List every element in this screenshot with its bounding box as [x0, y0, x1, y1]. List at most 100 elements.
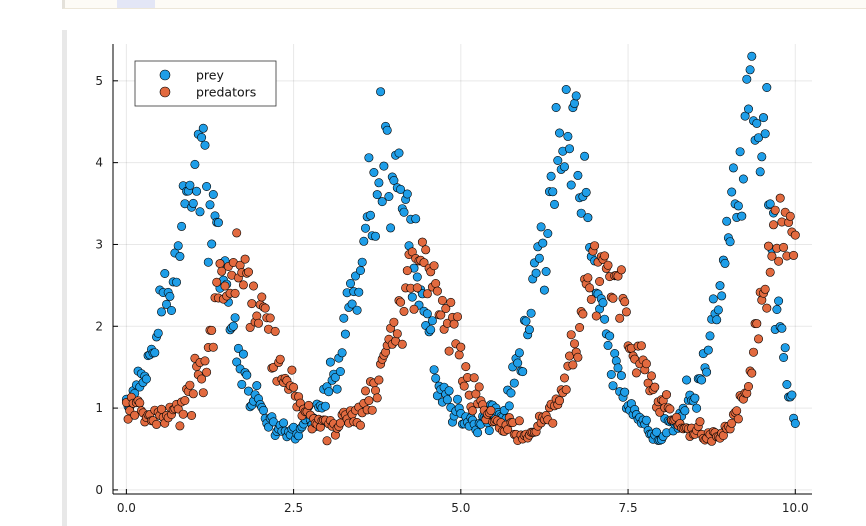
data-point-prey [360, 223, 370, 233]
data-point-prey [514, 348, 524, 358]
data-point-prey [534, 253, 544, 263]
data-point-predators [641, 359, 651, 369]
data-point-predators [217, 266, 227, 276]
data-point-predators [616, 265, 626, 275]
data-point-predators [412, 283, 422, 293]
data-point-prey [506, 388, 516, 398]
data-point-prey [352, 305, 362, 315]
data-point-predators [252, 311, 262, 321]
data-point-prey [402, 189, 412, 199]
data-point-predators [790, 230, 800, 240]
data-point-prey [549, 199, 559, 209]
data-point-prey [553, 156, 563, 166]
data-point-predators [187, 410, 197, 420]
data-point-prey [727, 187, 737, 197]
data-point-predators [389, 317, 399, 327]
data-point-predators [444, 346, 454, 356]
data-point-prey [697, 375, 707, 385]
data-point-prey [504, 401, 514, 411]
data-point-predators [461, 362, 471, 372]
data-point-prey [583, 213, 593, 223]
data-point-prey [777, 323, 787, 333]
data-point-predators [595, 276, 605, 286]
data-point-predators [322, 436, 332, 446]
data-point-prey [202, 182, 212, 192]
data-point-prey [605, 331, 615, 341]
y-tick-label: 3 [95, 237, 103, 251]
data-point-prey [177, 221, 187, 231]
data-point-prey [752, 118, 762, 128]
data-point-predators [422, 289, 432, 299]
data-point-prey [548, 187, 558, 197]
data-point-prey [742, 74, 752, 84]
data-point-predators [198, 388, 208, 398]
data-point-prey [613, 363, 623, 373]
cell-left-bar[interactable] [62, 30, 67, 526]
data-point-predators [372, 393, 382, 403]
data-point-prey [715, 281, 725, 291]
data-point-predators [600, 251, 610, 261]
data-point-prey [422, 309, 432, 319]
data-point-predators [207, 325, 217, 335]
x-tick-label: 5.0 [451, 501, 470, 515]
data-point-prey [431, 373, 441, 383]
data-point-prey [580, 151, 590, 161]
data-point-predators [752, 319, 762, 329]
data-point-predators [586, 294, 596, 304]
data-point-prey [546, 171, 556, 181]
data-point-prey [753, 133, 763, 143]
data-point-predators [260, 303, 270, 313]
data-point-prey [442, 395, 452, 405]
data-point-predators [446, 297, 456, 307]
data-point-prey [150, 348, 160, 358]
data-point-predators [355, 420, 365, 430]
data-point-prey [790, 418, 800, 428]
data-point-predators [215, 259, 225, 269]
data-point-prey [203, 257, 213, 267]
data-point-prey [141, 374, 151, 384]
data-point-predators [417, 237, 427, 247]
data-point-prey [536, 222, 546, 232]
data-point-predators [762, 303, 772, 313]
data-point-prey [185, 180, 195, 190]
data-point-prey [551, 103, 561, 113]
data-point-prey [725, 237, 735, 247]
data-point-prey [541, 266, 551, 276]
data-point-prey [509, 378, 519, 388]
data-point-prey [755, 167, 765, 177]
data-point-prey [347, 299, 357, 309]
data-point-predators [397, 339, 407, 349]
data-point-predators [665, 404, 675, 414]
data-point-prey [531, 268, 541, 278]
data-point-predators [360, 386, 370, 396]
data-point-predators [178, 409, 188, 419]
data-point-prey [539, 285, 549, 295]
data-point-predators [370, 385, 380, 395]
data-point-predators [603, 260, 613, 270]
data-point-prey [573, 170, 583, 180]
data-point-predators [474, 382, 484, 392]
data-point-predators [152, 419, 162, 429]
data-point-prey [708, 294, 718, 304]
data-point-predators [364, 396, 374, 406]
data-point-prey [737, 211, 747, 221]
data-point-predators [247, 299, 257, 309]
data-point-predators [230, 288, 240, 298]
data-point-prey [228, 321, 238, 331]
data-point-predators [467, 406, 477, 416]
data-point-prey [325, 357, 335, 367]
data-point-prey [190, 159, 200, 169]
data-point-predators [409, 304, 419, 314]
data-point-prey [172, 277, 182, 287]
data-point-prey [484, 426, 494, 436]
data-point-prey [559, 162, 569, 172]
data-point-predators [695, 417, 705, 427]
legend-label-prey: prey [196, 68, 224, 83]
data-point-prey [165, 291, 175, 301]
data-point-prey [713, 305, 723, 315]
x-tick-label: 2.5 [284, 501, 303, 515]
data-point-prey [354, 287, 364, 297]
data-point-predators [727, 418, 737, 428]
data-point-predators [575, 322, 585, 332]
data-point-prey [335, 366, 345, 376]
